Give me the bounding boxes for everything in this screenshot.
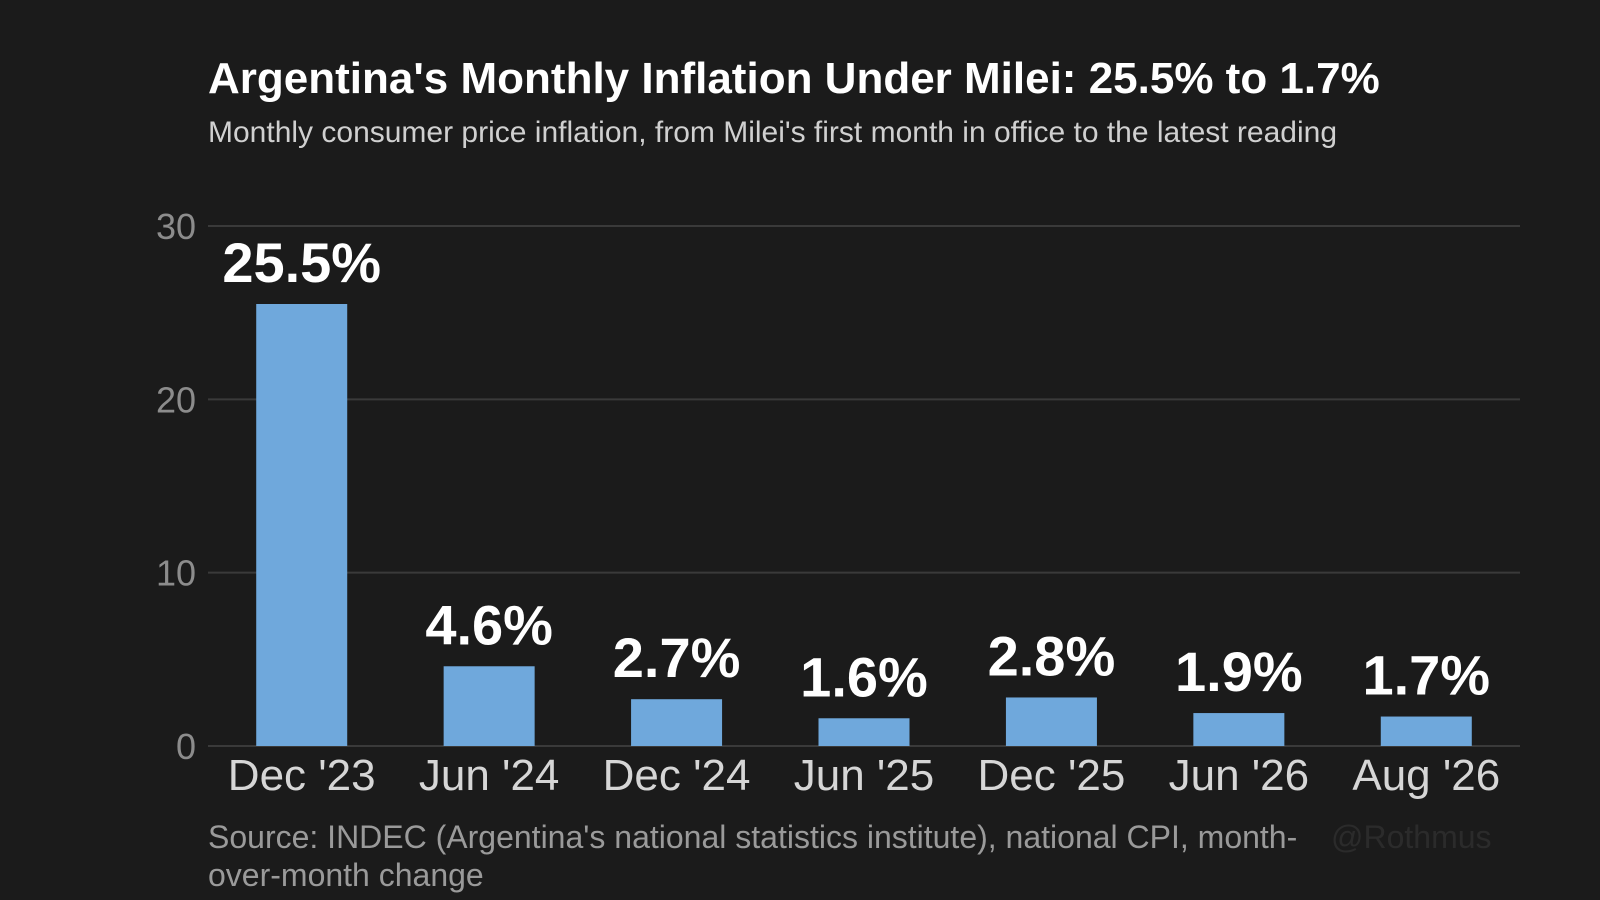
- x-tick-label: Jun '26: [1169, 751, 1310, 800]
- bar: [256, 304, 348, 746]
- bar: [631, 699, 723, 746]
- y-tick-label: 10: [156, 553, 196, 594]
- data-label: 1.6%: [800, 645, 928, 708]
- bar: [1005, 697, 1097, 746]
- data-label: 1.9%: [1175, 640, 1303, 703]
- y-tick-label: 0: [176, 726, 196, 767]
- bar: [1193, 713, 1285, 746]
- data-label: 25.5%: [222, 231, 381, 294]
- x-tick-label: Dec '25: [978, 751, 1126, 800]
- bar: [443, 666, 535, 746]
- bar: [1380, 716, 1472, 746]
- data-label: 2.7%: [613, 626, 741, 689]
- source-note: Source: INDEC (Argentina's national stat…: [208, 819, 1298, 893]
- data-label: 1.7%: [1362, 644, 1490, 707]
- bar: [818, 718, 910, 746]
- y-tick-label: 30: [156, 206, 196, 247]
- y-tick-label: 20: [156, 379, 196, 420]
- x-tick-label: Aug '26: [1352, 751, 1500, 800]
- data-label: 2.8%: [988, 624, 1116, 687]
- x-tick-label: Dec '23: [228, 751, 376, 800]
- chart-subtitle: Monthly consumer price inflation, from M…: [208, 116, 1337, 149]
- x-tick-label: Dec '24: [603, 751, 751, 800]
- x-tick-label: Jun '24: [419, 751, 560, 800]
- chart-title: Argentina's Monthly Inflation Under Mile…: [208, 54, 1380, 103]
- x-tick-label: Jun '25: [794, 751, 935, 800]
- credit-watermark: @Rothmus: [1331, 819, 1492, 855]
- data-label: 4.6%: [425, 593, 553, 656]
